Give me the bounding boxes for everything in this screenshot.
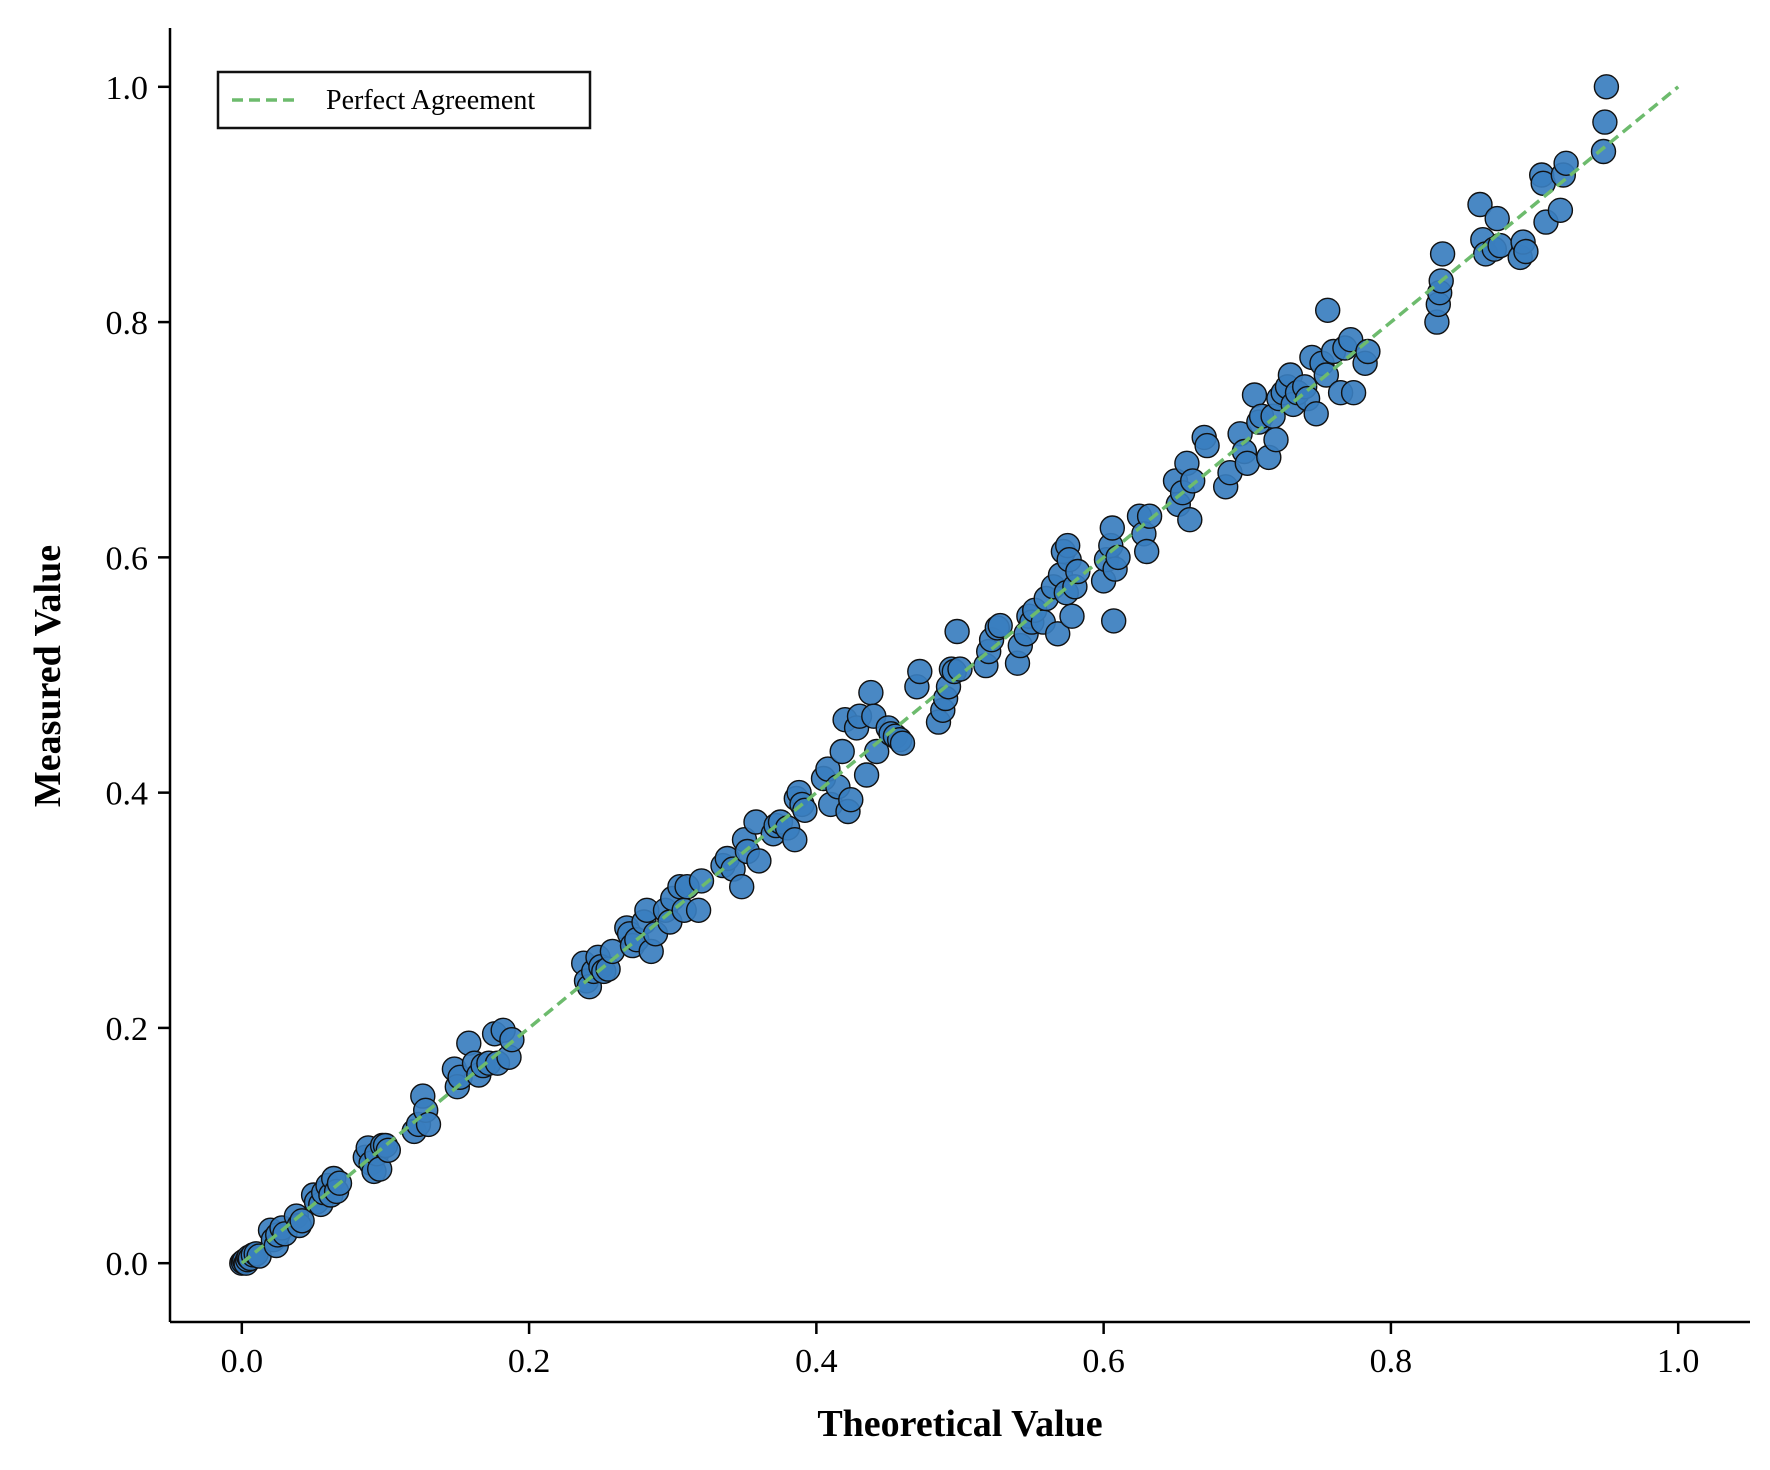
data-points xyxy=(229,74,1620,1276)
data-point xyxy=(1590,138,1617,165)
data-point xyxy=(1467,191,1493,218)
x-axis-title: Theoretical Value xyxy=(817,1403,1102,1445)
data-point xyxy=(853,762,880,788)
data-point xyxy=(987,612,1013,639)
y-tick-label: 0.8 xyxy=(106,305,149,342)
x-tick-label: 0.4 xyxy=(795,1343,838,1380)
perfect-agreement-line-layer xyxy=(240,85,1680,1265)
data-point xyxy=(1314,297,1341,323)
legend-box xyxy=(216,70,592,130)
data-point xyxy=(1136,503,1163,529)
data-point xyxy=(729,874,755,900)
data-point xyxy=(1179,468,1206,494)
data-point xyxy=(1429,241,1456,267)
axes xyxy=(168,28,1750,1324)
y-tick-label: 1.0 xyxy=(106,70,149,107)
x-tick-label: 0.8 xyxy=(1370,1343,1413,1380)
x-ticks: 0.0 0.2 0.4 0.6 0.8 1.0 xyxy=(221,1322,1700,1380)
data-point xyxy=(1303,401,1329,427)
y-axis-title: Measured Value xyxy=(27,545,69,807)
data-point xyxy=(1234,450,1261,476)
x-tick-label: 0.0 xyxy=(221,1343,264,1380)
data-point xyxy=(1044,621,1071,647)
y-tick-label: 0.6 xyxy=(106,540,149,577)
x-tick-label: 0.2 xyxy=(508,1343,551,1380)
data-point xyxy=(1592,109,1618,135)
data-point xyxy=(1059,603,1085,629)
data-point xyxy=(782,827,808,853)
data-point xyxy=(1099,515,1126,541)
data-point xyxy=(858,679,884,706)
data-point xyxy=(1105,544,1131,571)
data-point xyxy=(746,848,772,874)
data-point xyxy=(829,738,855,765)
data-point xyxy=(289,1208,315,1234)
data-point xyxy=(1194,432,1220,459)
legend-label: Perfect Agreement xyxy=(326,85,535,116)
y-tick-label: 0.2 xyxy=(106,1011,149,1048)
data-point xyxy=(1513,238,1539,265)
data-point xyxy=(838,787,864,813)
data-point xyxy=(889,730,916,756)
y-tick-label: 0.4 xyxy=(106,776,149,813)
data-point xyxy=(499,1026,525,1053)
data-point xyxy=(944,618,970,645)
data-point xyxy=(1263,427,1289,453)
perfect-agreement-line xyxy=(240,85,1680,1265)
data-point xyxy=(1553,150,1579,177)
data-point xyxy=(1484,205,1510,232)
y-tick-label: 0.0 xyxy=(106,1246,149,1283)
x-tick-label: 1.0 xyxy=(1657,1343,1700,1380)
data-point xyxy=(685,897,712,923)
data-point xyxy=(1177,507,1203,533)
data-point xyxy=(688,868,715,894)
data-point xyxy=(947,656,973,682)
legend: Perfect Agreement xyxy=(216,70,592,130)
data-point xyxy=(375,1137,401,1164)
data-point xyxy=(1133,538,1160,565)
data-point xyxy=(792,797,818,823)
data-point xyxy=(1100,608,1127,634)
data-point xyxy=(1241,382,1268,408)
data-point xyxy=(1065,558,1091,585)
data-point xyxy=(1547,197,1574,224)
data-point xyxy=(1340,380,1367,406)
y-ticks: 0.0 0.2 0.4 0.6 0.8 1.0 xyxy=(106,70,170,1283)
x-tick-label: 0.6 xyxy=(1082,1343,1125,1380)
data-point xyxy=(1593,74,1620,100)
data-point xyxy=(907,658,933,685)
